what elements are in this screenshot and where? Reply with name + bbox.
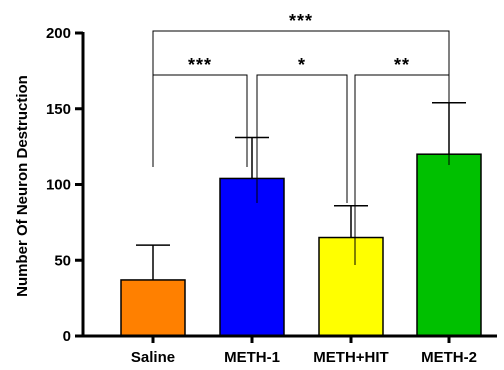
- significance-label: *: [298, 55, 306, 75]
- x-axis: Saline METH-1 METH+HIT METH-2: [82, 334, 497, 366]
- y-axis-label: Number Of Neuron Destruction: [14, 75, 31, 297]
- significance-brackets: ****** * **: [152, 11, 450, 265]
- bar-saline: [120, 279, 186, 337]
- significance-bracket: [152, 30, 450, 81]
- y-tick-label: 150: [46, 101, 71, 118]
- y-tick-label: 100: [46, 177, 71, 194]
- bars: [120, 153, 482, 337]
- significance-bracket: [256, 74, 348, 203]
- significance-bracket: [152, 74, 248, 167]
- significance-bracket: [354, 74, 450, 265]
- x-tick-label: METH-1: [224, 349, 280, 366]
- y-tick-label: 50: [54, 252, 71, 269]
- x-tick-label: METH+HIT: [313, 349, 388, 366]
- significance-label: ***: [188, 55, 212, 75]
- x-tick-label: Saline: [131, 349, 175, 366]
- significance-label: **: [394, 55, 410, 75]
- bar-meth-1: [219, 177, 285, 337]
- y-tick-label: 200: [46, 25, 71, 42]
- y-axis: 0 50 100 150 200: [46, 25, 85, 345]
- x-tick-label: METH-2: [421, 349, 477, 366]
- bar-meth-hit: [318, 236, 384, 337]
- bar-meth-2: [416, 153, 482, 337]
- y-tick-label: 0: [63, 328, 71, 345]
- significance-label: ***: [289, 11, 313, 31]
